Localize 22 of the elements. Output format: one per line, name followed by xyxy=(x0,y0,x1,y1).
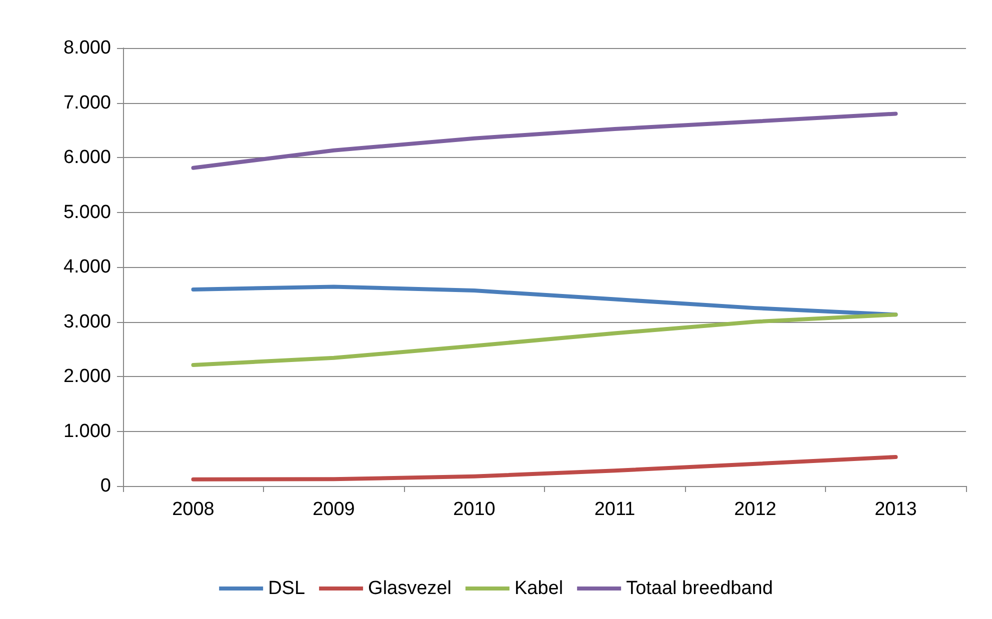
legend-label: DSL xyxy=(268,578,306,599)
x-tick-label: 2010 xyxy=(453,499,496,520)
legend-label: Totaal breedband xyxy=(626,578,773,599)
legend-label: Glasvezel xyxy=(368,578,452,599)
line-series xyxy=(191,312,898,368)
x-tick-label: 2009 xyxy=(312,499,355,520)
x-tick-label: 2011 xyxy=(594,499,636,520)
y-tick-label: 4.000 xyxy=(63,256,111,278)
y-tick-label: 7.000 xyxy=(63,92,111,114)
y-tick-label: 6.000 xyxy=(63,147,111,168)
x-tick-label: 2012 xyxy=(734,499,776,520)
x-tick-label: 2013 xyxy=(874,499,917,520)
y-tick-label: 1.000 xyxy=(63,420,111,442)
y-tick-label: 0 xyxy=(100,476,111,496)
y-tick-label: 2.000 xyxy=(63,366,111,387)
line-series xyxy=(191,112,898,170)
legend-label: Kabel xyxy=(514,578,564,599)
x-tick-label: 2008 xyxy=(172,499,214,520)
y-tick-label: 5.000 xyxy=(63,202,111,223)
y-tick-label: 3.000 xyxy=(63,311,111,332)
line-series xyxy=(191,454,898,482)
y-tick-label: 8.000 xyxy=(63,38,111,58)
